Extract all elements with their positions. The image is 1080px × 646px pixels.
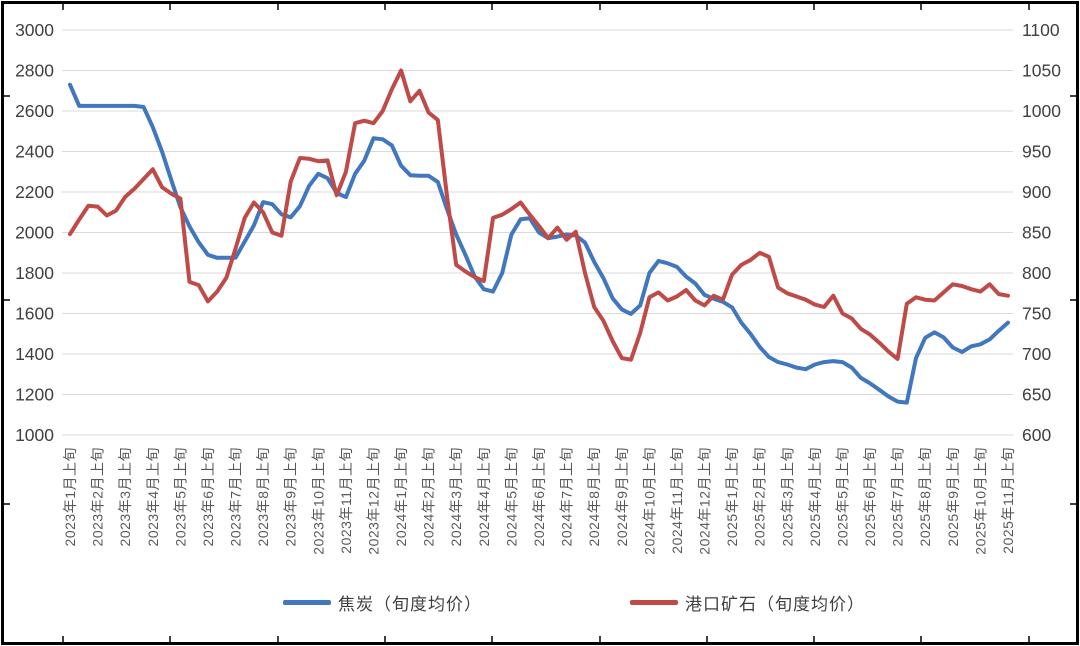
x-axis-tick-label: 2024年6月上旬 <box>531 447 547 546</box>
right-axis-tick-label: 1050 <box>1022 61 1061 81</box>
x-axis-tick-label: 2023年3月上旬 <box>117 447 133 546</box>
left-axis-tick-label: 3000 <box>15 20 54 40</box>
right-axis-tick-label: 750 <box>1022 304 1051 324</box>
x-axis-tick-label: 2024年8月上旬 <box>586 447 602 546</box>
x-axis-tick-label: 2024年3月上旬 <box>448 447 464 546</box>
left-axis-tick-labels: 3000 2800 2600 2400 2200 2000 1800 1600 1400 1200… <box>15 20 54 445</box>
left-axis-tick-label: 2600 <box>15 101 54 121</box>
x-axis-tick-label: 2025年8月上旬 <box>917 447 933 546</box>
x-axis-tick-label: 2023年11月上旬 <box>338 447 354 554</box>
x-axis-tick-label: 2024年11月上旬 <box>669 447 685 554</box>
right-axis-tick-label: 700 <box>1022 344 1051 364</box>
x-axis-tick-label: 2023年4月上旬 <box>145 447 161 546</box>
coke-line-swatch-icon <box>283 599 331 605</box>
right-axis-tick-label: 850 <box>1022 223 1051 243</box>
x-axis-tick-label: 2023年7月上旬 <box>228 447 244 546</box>
coke-series-line <box>68 82 1010 405</box>
left-axis-tick-label: 1800 <box>15 263 54 283</box>
x-axis-tick-label: 2023年12月上旬 <box>365 447 381 555</box>
series-lines <box>68 68 1010 405</box>
x-axis-tick-label: 2023年10月上旬 <box>310 447 326 555</box>
right-axis-tick-label: 900 <box>1022 182 1051 202</box>
x-axis-tick-labels: 2023年1月上旬 2023年2月上旬 2023年3月上旬 2023年4月上旬 2023… <box>62 447 1016 555</box>
x-axis-tick-label: 2023年2月上旬 <box>90 447 106 546</box>
ore-line-swatch-icon <box>630 599 678 605</box>
legend-label-ore: 港口矿石（旬度均价） <box>685 594 865 614</box>
x-axis-tick-label: 2024年10月上旬 <box>641 447 657 555</box>
left-axis-tick-label: 1000 <box>15 425 54 445</box>
x-axis-tick-label: 2024年1月上旬 <box>393 447 409 546</box>
x-axis-tick-label: 2024年5月上旬 <box>503 447 519 546</box>
x-axis-tick-label: 2025年2月上旬 <box>752 447 768 546</box>
x-axis-tick-label: 2025年11月上旬 <box>1000 447 1016 554</box>
x-axis-tick-label: 2023年1月上旬 <box>62 447 78 546</box>
x-axis-tick-label: 2023年9月上旬 <box>283 447 299 546</box>
x-axis-tick-label: 2025年4月上旬 <box>807 447 823 546</box>
x-axis-tick-label: 2025年7月上旬 <box>890 447 906 546</box>
x-axis-tick-label: 2023年8月上旬 <box>255 447 271 546</box>
left-axis-tick-label: 2000 <box>15 223 54 243</box>
x-axis-tick-label: 2024年12月上旬 <box>697 447 713 555</box>
left-axis-tick-label: 1200 <box>15 385 54 405</box>
x-axis-tick-label: 2025年3月上旬 <box>779 447 795 546</box>
x-axis-tick-label: 2025年5月上旬 <box>834 447 850 546</box>
left-axis-tick-label: 2800 <box>15 61 54 81</box>
x-axis-tick-label: 2024年2月上旬 <box>421 447 437 546</box>
x-axis-tick-label: 2025年9月上旬 <box>945 447 961 546</box>
right-axis-tick-labels: 1100 1050 1000 950 900 850 800 750 700 650 600 <box>1022 20 1061 445</box>
ore-series-line <box>68 68 1010 362</box>
left-axis-tick-label: 2400 <box>15 142 54 162</box>
legend: 焦炭（旬度均价） 港口矿石（旬度均价） <box>0 590 1080 620</box>
legend-item-ore: 港口矿石（旬度均价） <box>630 590 865 614</box>
x-axis-tick-label: 2025年6月上旬 <box>862 447 878 546</box>
x-axis-tick-label: 2025年1月上旬 <box>724 447 740 546</box>
x-axis-tick-label: 2024年4月上旬 <box>476 447 492 546</box>
left-axis-tick-label: 1400 <box>15 344 54 364</box>
x-axis-tick-label: 2025年10月上旬 <box>972 447 988 555</box>
x-axis-tick-label: 2024年7月上旬 <box>559 447 575 546</box>
right-axis-tick-label: 800 <box>1022 263 1051 283</box>
right-axis-tick-label: 1000 <box>1022 101 1061 121</box>
legend-item-coke: 焦炭（旬度均价） <box>283 590 482 614</box>
legend-label-coke: 焦炭（旬度均价） <box>338 594 482 614</box>
x-axis-tick-label: 2024年9月上旬 <box>614 447 630 546</box>
x-axis-tick-label: 2023年5月上旬 <box>172 447 188 546</box>
left-axis-tick-label: 2200 <box>15 182 54 202</box>
right-axis-tick-label: 950 <box>1022 142 1051 162</box>
left-axis-tick-label: 1600 <box>15 304 54 324</box>
right-axis-tick-label: 600 <box>1022 425 1051 445</box>
x-axis-tick-label: 2023年6月上旬 <box>200 447 216 546</box>
right-axis-tick-label: 1100 <box>1022 20 1060 40</box>
right-axis-tick-label: 650 <box>1022 385 1051 405</box>
